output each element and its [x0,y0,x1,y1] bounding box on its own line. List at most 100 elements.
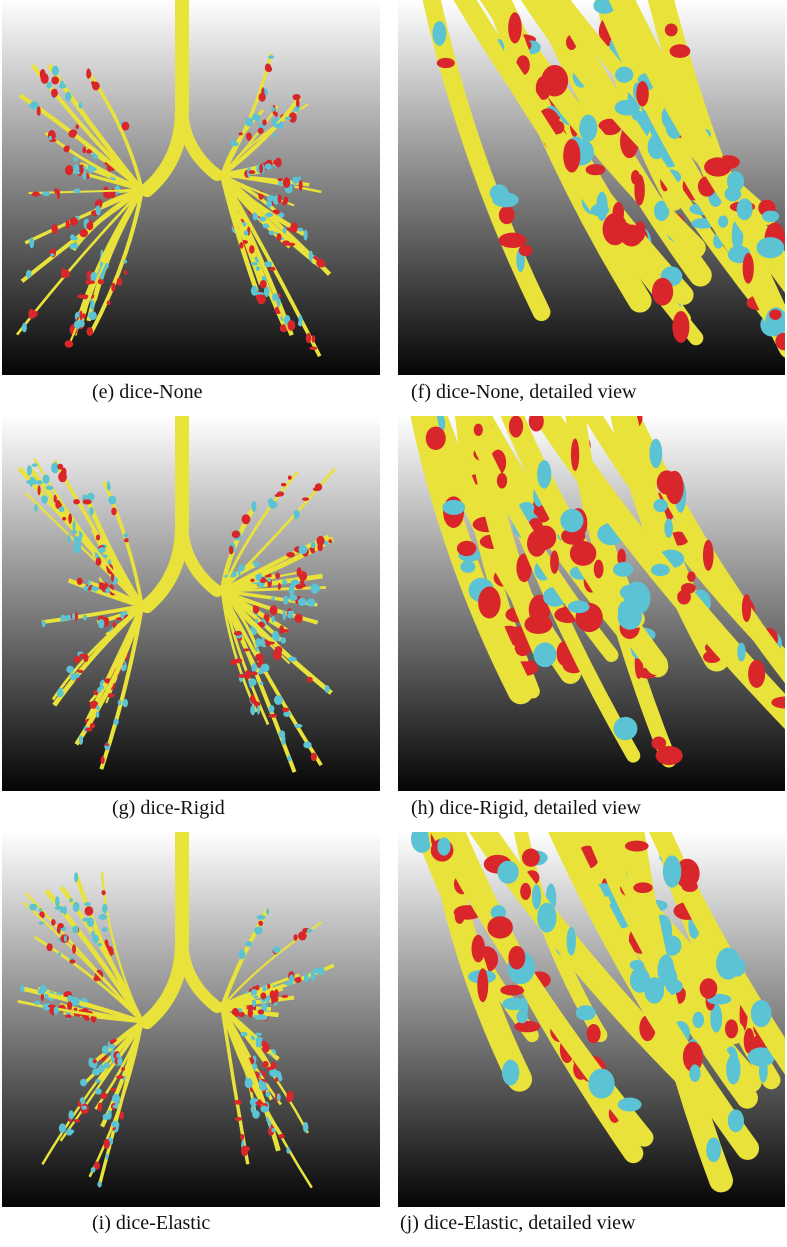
blob [123,533,128,538]
blob [663,855,681,887]
render-image [398,0,785,375]
blob [534,642,557,667]
blob [254,927,263,935]
blob [57,464,63,470]
blob [265,213,273,218]
blob [95,1079,101,1082]
blob [665,24,678,37]
blob [272,134,276,137]
blob [70,673,77,681]
blob [239,242,243,249]
blob [654,499,668,512]
blob [286,1147,290,1154]
blob [472,935,485,963]
blob [283,177,291,188]
blob [477,968,488,1002]
blob [122,122,130,131]
blob [550,550,559,574]
blob [283,610,286,620]
blob [282,708,289,712]
blob [737,198,753,220]
blob [270,990,275,999]
blob [706,1137,721,1162]
blob [519,245,533,256]
blob [257,1099,262,1107]
blob [275,158,282,168]
blob [502,998,524,1011]
blob [259,93,266,102]
blob [677,590,691,605]
blob [102,1045,109,1054]
blob [65,165,73,175]
blob [105,743,109,746]
blob [275,112,278,117]
blob [79,229,88,237]
blob [729,957,746,976]
blob [27,465,32,476]
blob [297,567,302,577]
blob [497,473,507,489]
blob [460,561,475,573]
blob [65,1014,71,1018]
blob [51,919,56,926]
blob [29,477,33,487]
blob [74,656,81,663]
blob [60,909,65,913]
blob [96,205,101,215]
blob [103,1139,109,1149]
blob [73,157,77,162]
blob [588,1069,614,1099]
blob [26,270,32,279]
blob [728,1109,744,1132]
blob [693,1012,704,1028]
blob [83,654,88,663]
blob [41,495,48,503]
blob [508,946,525,970]
blob [285,117,292,120]
blob [46,82,51,89]
blob [238,1012,245,1017]
blob [73,499,80,504]
blob [567,927,576,956]
blob [689,1064,700,1082]
blob [255,117,260,122]
blob [42,192,50,196]
blob [301,583,306,587]
blob [112,1094,120,1103]
blob [303,1122,309,1132]
blob [62,517,66,521]
blob [123,260,127,264]
blob [80,1079,87,1087]
blob [124,538,129,542]
blob [117,278,123,286]
blob [743,253,754,284]
blob [281,735,285,746]
blob [239,564,245,571]
blob [618,600,635,622]
blob [71,997,79,1006]
blob [613,562,633,577]
blob [271,597,275,601]
blob [644,977,664,1003]
blob [250,579,254,582]
blob [279,121,283,129]
blob [101,1092,108,1099]
blob [98,1103,103,1112]
blob [72,925,78,933]
blob [490,184,509,201]
blob [287,320,295,331]
blob [311,541,316,548]
blob [278,583,281,590]
blob [311,970,316,981]
blob [615,100,640,116]
blob [83,173,87,180]
blob [433,21,447,46]
blob [74,541,81,549]
blob [111,188,116,199]
blob [724,187,741,202]
blob [38,922,43,925]
blob [268,714,277,718]
blob [664,519,673,538]
blob [560,509,583,532]
blob [298,598,307,606]
